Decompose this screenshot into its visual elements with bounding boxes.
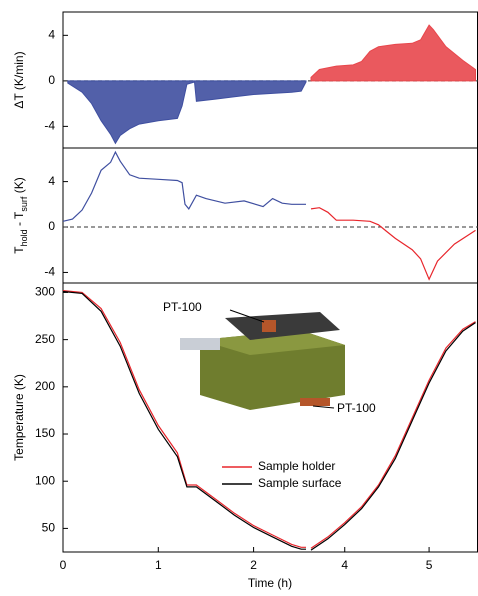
x-tick-label: 0 bbox=[60, 558, 67, 572]
y-tick-label: -4 bbox=[44, 119, 55, 133]
y-tick-label: 150 bbox=[35, 426, 55, 440]
x-tick-label: 4 bbox=[341, 558, 348, 572]
line bbox=[310, 321, 476, 549]
y-tick-label: 50 bbox=[42, 521, 56, 535]
y-tick-label: 250 bbox=[35, 332, 55, 346]
y-axis-label-part: surf bbox=[19, 196, 29, 212]
y-axis-label-part: ΔT (K/min) bbox=[12, 51, 26, 108]
y-tick-label: -4 bbox=[44, 265, 55, 279]
y-tick-label: 4 bbox=[48, 174, 55, 188]
line bbox=[62, 290, 306, 550]
y-axis-label-part: Temperature (K) bbox=[12, 374, 26, 461]
x-tick-label: 5 bbox=[426, 558, 433, 572]
x-tick-label: 1 bbox=[155, 558, 162, 572]
annotation: PT-100 bbox=[337, 401, 376, 415]
line bbox=[310, 322, 476, 551]
line bbox=[62, 150, 306, 222]
y-axis-label: Thold - Tsurf (K) bbox=[12, 177, 29, 254]
line bbox=[62, 290, 306, 548]
y-tick-label: 300 bbox=[35, 285, 55, 299]
area bbox=[67, 80, 307, 145]
y-axis-label-part: T bbox=[12, 246, 26, 254]
y-axis-label-part: - T bbox=[12, 211, 26, 229]
y-tick-label: 0 bbox=[48, 219, 55, 233]
legend-label: Sample surface bbox=[258, 476, 342, 490]
annotation: PT-100 bbox=[163, 300, 202, 314]
y-tick-label: 100 bbox=[35, 473, 55, 487]
y-axis-label: ΔT (K/min) bbox=[12, 51, 26, 108]
y-axis-label: Temperature (K) bbox=[12, 374, 26, 461]
y-tick-label: 200 bbox=[35, 379, 55, 393]
x-axis-label: Time (h) bbox=[248, 576, 292, 590]
y-tick-label: 4 bbox=[48, 28, 55, 42]
y-axis-label-part: (K) bbox=[12, 177, 26, 196]
y-tick-label: 0 bbox=[48, 73, 55, 87]
legend-label: Sample holder bbox=[258, 459, 335, 473]
y-axis-label-part: hold bbox=[19, 229, 29, 246]
area bbox=[310, 24, 476, 82]
holder-illustration bbox=[180, 309, 345, 410]
x-tick-label: 2 bbox=[250, 558, 257, 572]
line bbox=[310, 207, 476, 281]
